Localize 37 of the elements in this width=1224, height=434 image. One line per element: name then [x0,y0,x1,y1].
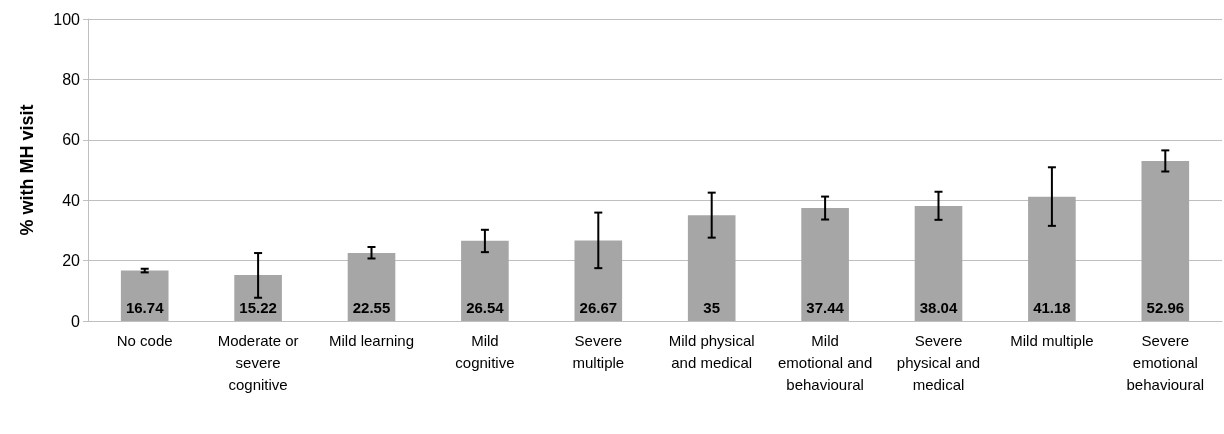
bar [1028,196,1076,321]
data-label: 52.96 [1146,299,1185,316]
y-tick-label: 100 [53,10,81,28]
bar [234,275,282,321]
y-tick-label: 20 [62,252,81,270]
x-tick-label: Severe multiple [572,331,625,371]
y-axis-title: % with MH visit [17,104,37,236]
bar [801,207,849,321]
bar [687,215,736,321]
data-label: 26.67 [579,299,618,316]
x-tick-label: Severe physical and medical [896,331,981,393]
y-tick-label: 80 [62,70,81,88]
y-tick-label: 40 [62,191,81,209]
data-label: 15.22 [239,299,277,316]
bar [574,240,623,321]
data-label: 41.18 [1033,299,1071,316]
data-label: 38.04 [919,299,958,316]
x-tick-label: No code [116,331,173,349]
x-tick-label: Mild cognitive [455,331,515,371]
data-label: 35 [703,299,721,316]
x-tick-label: Moderate or severe cognitive [217,331,299,393]
x-tick-label: Mild multiple [1010,331,1094,349]
x-tick-label: Mild physical and medical [668,331,755,371]
data-label: 26.54 [466,299,505,316]
data-label: 16.74 [125,299,165,316]
bar [120,270,169,321]
x-tick-label: Severe emotional behavioural [1126,331,1205,393]
y-tick-label: 0 [71,312,81,330]
data-label: 22.55 [352,299,391,316]
data-label: 37.44 [806,299,845,316]
y-tick-label: 60 [62,131,81,149]
bar [461,240,509,321]
x-tick-label: Mild learning [328,331,415,349]
bar [347,252,396,321]
bar [1141,161,1190,321]
x-tick-label: Mild emotional and behavioural [777,331,873,393]
bar [914,206,963,321]
